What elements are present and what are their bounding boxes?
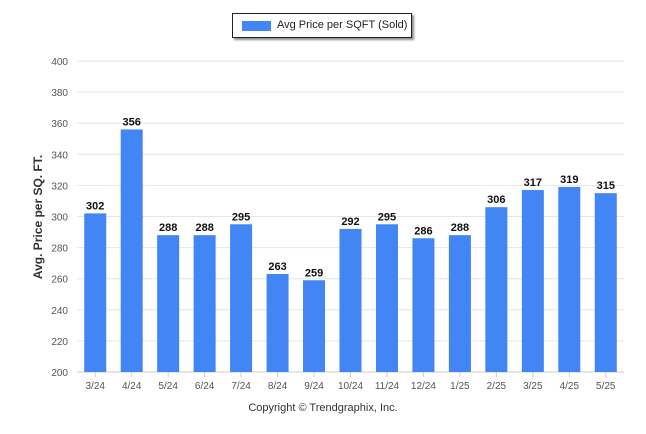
y-tick-label: 320 [51,181,68,192]
y-tick-label: 280 [51,244,68,255]
y-tick-label: 240 [51,306,68,317]
data-label: 288 [195,222,213,234]
bar-11-24[interactable] [375,224,398,372]
x-tick-label: 2/25 [487,381,507,392]
y-axis-ticks: 200 220 240 260 280 300 320 340 360 380 400 [51,57,68,379]
bar-10-24[interactable] [339,228,362,372]
data-label: 306 [487,194,505,206]
x-tick-label: 6/24 [195,381,215,392]
y-tick-label: 220 [51,337,68,348]
bar-4-24[interactable] [120,129,143,372]
data-label: 319 [560,174,578,186]
legend[interactable]: Avg Price per SQFT (Sold) [232,13,412,38]
data-label: 292 [341,216,359,228]
bar-6-24[interactable] [193,235,216,372]
data-label: 317 [524,177,542,189]
data-label: 288 [159,222,177,234]
x-tick-label: 12/24 [411,381,436,392]
bars [84,129,617,372]
copyright-text: Copyright © Trendgraphix, Inc. [248,402,398,414]
bar-3-24[interactable] [84,213,107,372]
y-axis-title: Avg. Price per SQ. FT. [31,154,45,280]
bar-7-24[interactable] [230,224,253,372]
data-label: 259 [305,267,323,279]
x-tick-label: 10/24 [338,381,363,392]
legend-swatch [242,21,271,31]
bar-9-24[interactable] [303,280,326,372]
bar-1-25[interactable] [448,235,471,372]
y-tick-label: 200 [51,368,68,379]
bar-8-24[interactable] [266,274,289,372]
y-tick-label: 300 [51,213,68,224]
bar-2-25[interactable] [485,207,508,372]
bar-4-25[interactable] [558,186,581,372]
bar-12-24[interactable] [412,238,435,372]
x-tick-label: 3/24 [85,381,105,392]
x-axis-ticks: 3/24 4/24 5/24 6/24 7/24 8/24 9/24 10/24 11/24 12… [85,372,616,392]
data-labels: 302 356 288 288 295 263 259 292 295 286 288 306 317 3… [86,116,615,279]
data-label: 295 [378,211,396,223]
x-tick-label: 1/25 [450,381,470,392]
data-label: 295 [232,211,250,223]
x-tick-label: 4/24 [122,381,142,392]
y-tick-label: 380 [51,88,68,99]
x-tick-label: 5/24 [158,381,178,392]
y-tick-label: 340 [51,150,68,161]
bar-3-25[interactable] [521,190,544,372]
x-tick-label: 9/24 [304,381,324,392]
x-tick-label: 5/25 [596,381,616,392]
y-tick-label: 400 [51,57,68,68]
x-tick-label: 11/24 [375,381,400,392]
data-label: 315 [597,180,615,192]
data-label: 286 [414,225,432,237]
bar-5-24[interactable] [157,235,180,372]
data-label: 356 [123,116,141,128]
bar-5-25[interactable] [594,193,617,372]
data-label: 302 [86,200,104,212]
y-tick-label: 260 [51,275,68,286]
legend-label: Avg Price per SQFT (Sold) [277,19,408,31]
x-tick-label: 3/25 [523,381,543,392]
x-tick-label: 7/24 [231,381,251,392]
y-tick-label: 360 [51,119,68,130]
data-label: 263 [268,261,286,273]
data-label: 288 [451,222,469,234]
x-tick-label: 4/25 [560,381,580,392]
x-tick-label: 8/24 [268,381,288,392]
